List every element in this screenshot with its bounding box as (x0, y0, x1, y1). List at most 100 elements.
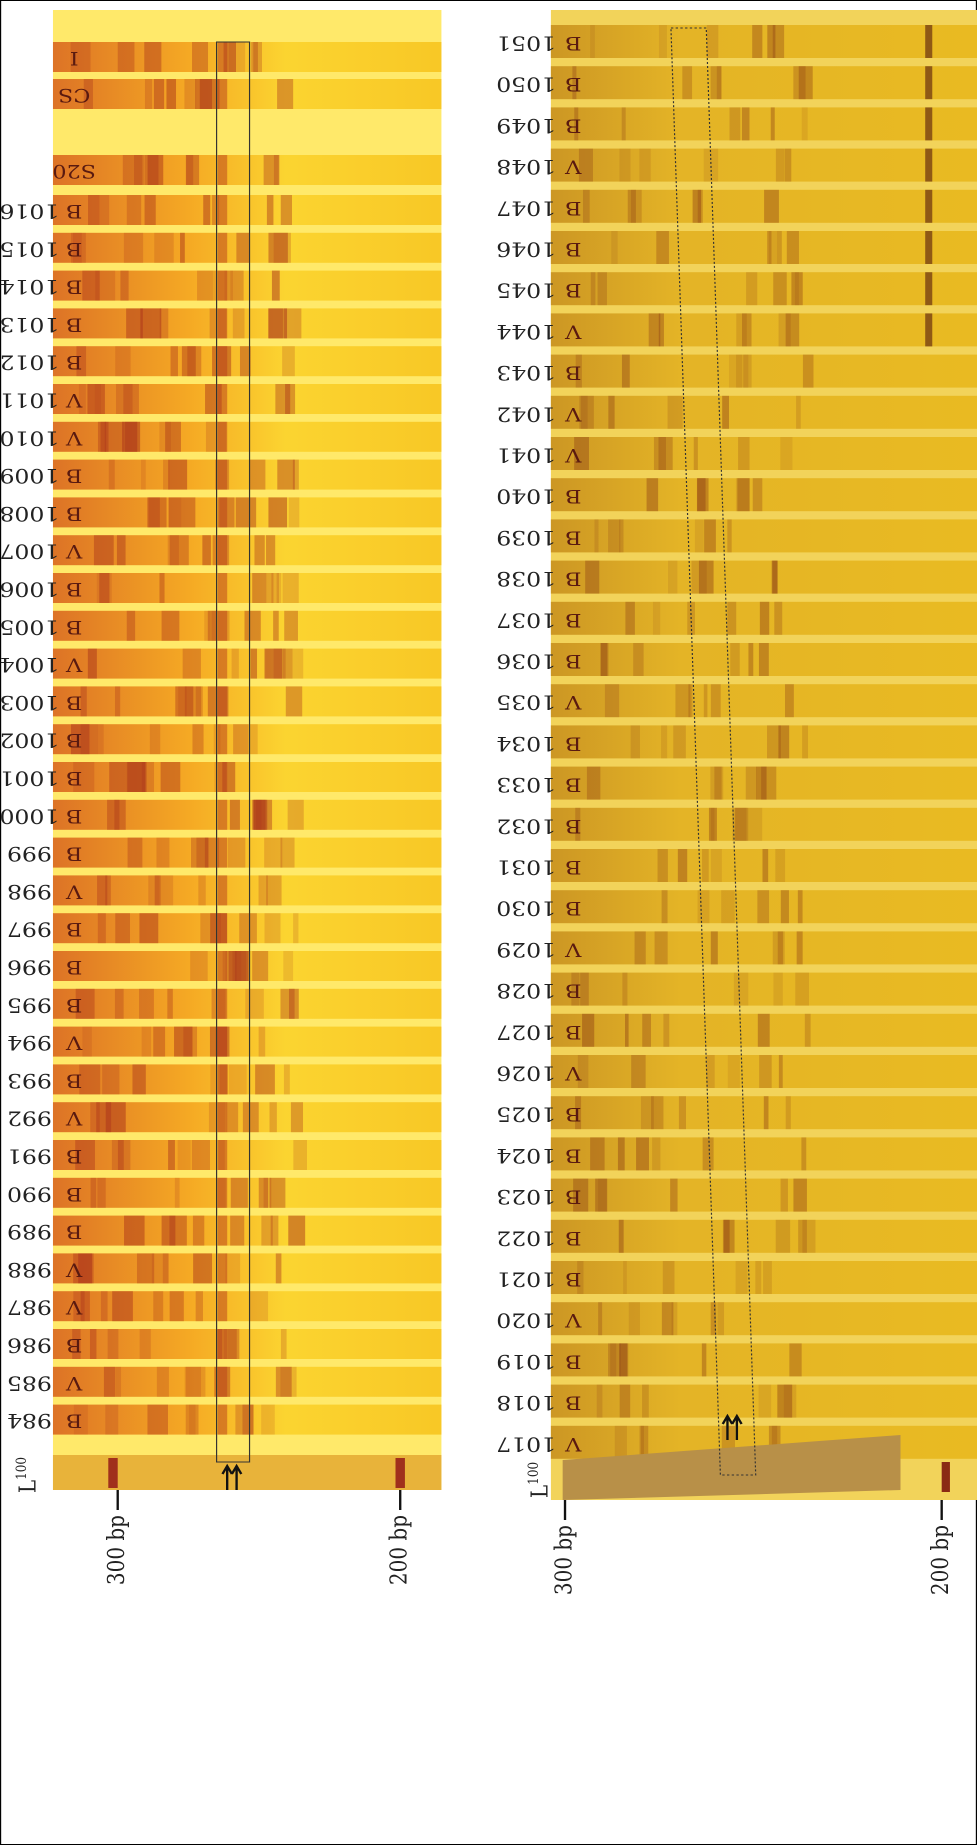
band (702, 849, 709, 882)
band (87, 648, 97, 679)
lane-group: V (65, 654, 83, 676)
band (169, 535, 189, 566)
lane-group: B (66, 956, 82, 978)
lane (52, 42, 442, 72)
lane-number: 1013 (0, 312, 59, 335)
lane-group: B (66, 238, 82, 260)
lane-group: V (564, 1062, 582, 1084)
band (630, 725, 640, 759)
band (736, 354, 749, 388)
band (770, 107, 775, 141)
band (728, 354, 743, 388)
lane-group: V (564, 321, 582, 343)
band (610, 1343, 617, 1377)
band (228, 1064, 247, 1095)
band (622, 972, 628, 1006)
band (225, 1253, 241, 1284)
band (654, 931, 668, 965)
ladder-letter: L (15, 1480, 42, 1493)
band (704, 519, 716, 553)
band (249, 459, 266, 490)
band (756, 766, 767, 800)
band (648, 313, 661, 347)
lane (52, 1026, 442, 1057)
band (97, 875, 108, 906)
band (662, 1261, 675, 1294)
lane-group: V (65, 881, 83, 903)
lane-number: 987 (7, 1295, 52, 1318)
band (100, 1291, 108, 1322)
lane (52, 875, 442, 906)
lane (52, 155, 442, 185)
band (227, 837, 246, 868)
band (290, 1102, 304, 1133)
lane-group: V (65, 389, 83, 411)
lane-group: B (565, 486, 581, 508)
lane-group: B (66, 1334, 82, 1356)
band (604, 684, 620, 718)
band (273, 610, 279, 641)
lane-number: 1004 (0, 653, 59, 676)
lane-number: 985 (7, 1371, 52, 1394)
lane-number: 1014 (0, 275, 59, 298)
lane-number: 999 (7, 842, 52, 865)
lane (550, 1343, 977, 1377)
band (761, 766, 777, 800)
band (148, 875, 160, 906)
band (147, 155, 164, 185)
band (595, 1178, 608, 1212)
band (771, 1425, 778, 1459)
band (161, 610, 180, 641)
band (796, 931, 803, 965)
band (144, 195, 156, 225)
band (772, 25, 785, 58)
band (775, 148, 785, 182)
band (636, 1137, 649, 1171)
lane-group: V (564, 692, 582, 714)
band (772, 560, 778, 594)
lane (550, 1013, 977, 1047)
lane-number: 1000 (0, 804, 59, 827)
band (653, 437, 666, 470)
band (678, 1096, 686, 1130)
lane-number: 1048 (496, 155, 556, 178)
band (693, 437, 698, 470)
lane-number: 1045 (496, 278, 556, 301)
lane (52, 1064, 442, 1095)
lane-number: 1009 (0, 464, 59, 487)
band (710, 684, 721, 718)
arrow (721, 1413, 734, 1440)
band (250, 648, 258, 679)
band (127, 837, 143, 868)
lane-group: V (564, 156, 582, 178)
lane-group: B (66, 767, 82, 789)
band (174, 1177, 180, 1208)
band (72, 232, 82, 263)
band (225, 951, 242, 981)
band (269, 308, 283, 339)
lane (550, 601, 977, 635)
band (691, 560, 707, 594)
lane (550, 272, 977, 306)
band (577, 1261, 584, 1294)
band (925, 231, 933, 264)
lane-group: V (564, 939, 582, 961)
band (217, 875, 228, 906)
lane-number: 1023 (496, 1185, 556, 1208)
band (251, 42, 258, 72)
band (217, 913, 228, 944)
band (732, 807, 747, 841)
band (165, 421, 181, 452)
band (245, 988, 264, 1019)
band (193, 1253, 213, 1284)
band (571, 972, 580, 1006)
band (261, 1215, 273, 1246)
band (117, 42, 135, 72)
band (783, 1384, 797, 1418)
band (207, 610, 217, 641)
band (708, 807, 717, 841)
band (785, 313, 800, 347)
lane-group: CS (58, 84, 90, 106)
band (217, 648, 228, 679)
